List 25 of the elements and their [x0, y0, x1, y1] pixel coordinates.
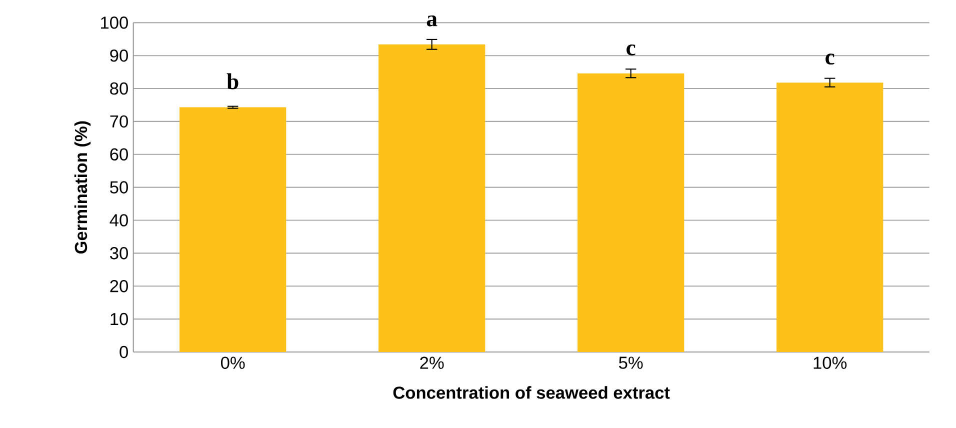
- y-tick-label: 90: [110, 49, 128, 62]
- y-tick-label: 20: [110, 280, 128, 292]
- bar: [378, 44, 486, 352]
- y-axis-title: Germination (%): [74, 121, 91, 254]
- y-tick-label: 0: [120, 346, 128, 358]
- y-tick-label: 50: [110, 181, 128, 194]
- x-tick-label: 5%: [618, 356, 643, 369]
- y-tick-label: 70: [110, 115, 128, 128]
- y-tick-label: 60: [110, 148, 128, 161]
- annotation: c: [626, 44, 636, 56]
- annotation: c: [826, 54, 834, 65]
- annotation: a: [426, 15, 438, 26]
- y-tick-label: 10: [110, 312, 128, 326]
- x-tick-label: 10%: [814, 356, 847, 369]
- bar: [578, 73, 684, 352]
- y-tick-label: 30: [110, 247, 128, 260]
- y-tick-label: 100: [101, 16, 128, 29]
- annotation: b: [226, 73, 238, 90]
- bar: [180, 107, 286, 352]
- x-tick-label: 0%: [220, 356, 245, 369]
- x-axis-title: Concentration of seaweed extract: [393, 386, 670, 399]
- bar: [776, 82, 884, 352]
- y-tick-label: 40: [110, 214, 128, 226]
- x-tick-label: 2%: [420, 356, 444, 369]
- y-tick-label: 80: [110, 82, 128, 95]
